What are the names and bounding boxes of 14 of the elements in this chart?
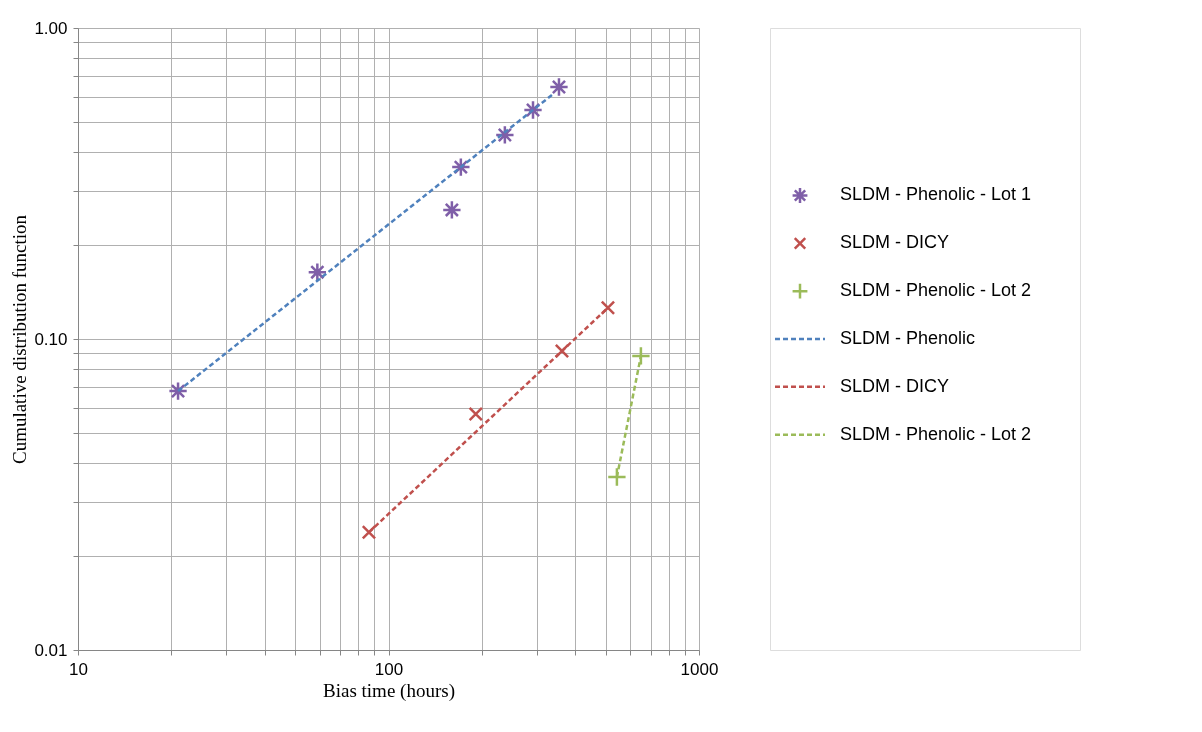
legend-label: SLDM - DICY [840,375,950,396]
x-tick-label: 100 [374,659,404,679]
legend-label: SLDM - Phenolic [840,328,976,348]
x-axis-title: Bias time (hours) [323,679,455,702]
legend-label: SLDM - Phenolic - Lot 1 [840,184,1032,205]
y-tick-label: 0.01 [34,640,68,660]
legend-label: SLDM - DICY [840,232,950,253]
x-tick-label: 10 [69,659,88,679]
y-tick-label: 0.10 [34,329,68,349]
legend-label: SLDM - Phenolic - Lot 2 [840,423,1032,444]
y-tick-label: 1.00 [34,18,68,38]
x-tick-label: 1000 [680,659,719,679]
legend-label: SLDM - Phenolic - Lot 2 [840,280,1032,301]
y-axis-title: Cumulative distribution function [9,214,31,465]
